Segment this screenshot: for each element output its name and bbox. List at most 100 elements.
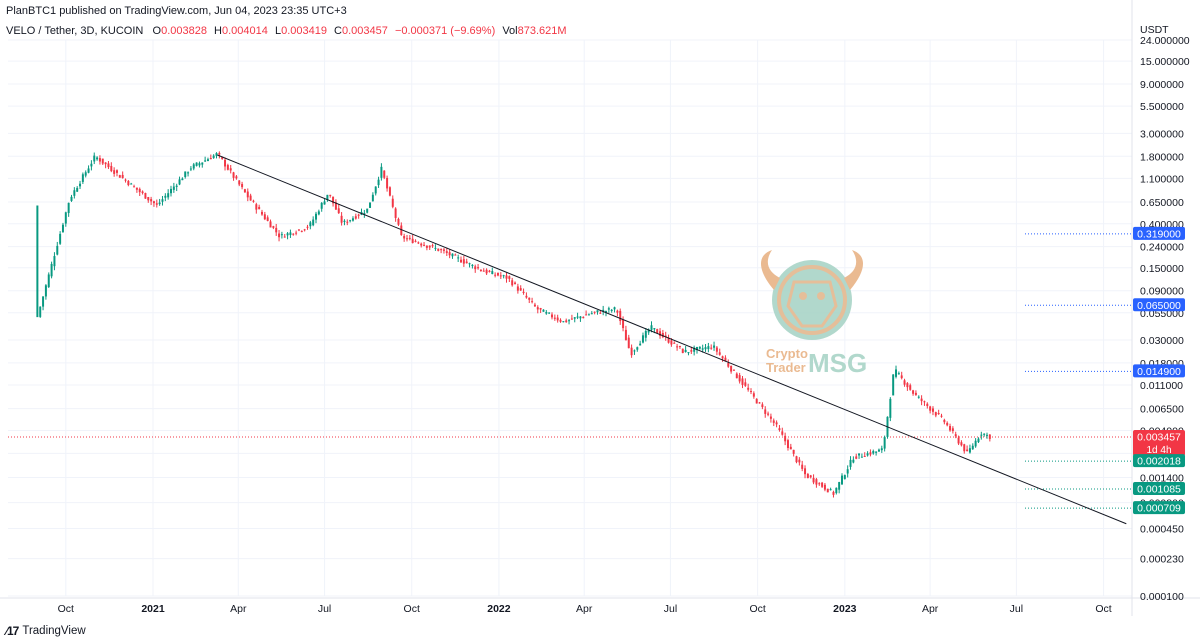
candle-body	[667, 337, 670, 343]
candle-body	[505, 275, 508, 279]
candle-body	[369, 202, 372, 208]
candle-body	[602, 309, 605, 312]
candle-body	[829, 489, 832, 491]
candle-body	[897, 373, 900, 375]
y-tick-label: 24.000000	[1140, 35, 1190, 47]
candle-body	[474, 266, 477, 270]
candle-body	[966, 449, 969, 451]
candle-body	[858, 453, 861, 456]
candle-body	[488, 270, 491, 272]
x-axis: Oct 2021 Apr Jul Oct 2022 Apr Jul Oct 2023 Apr Jul O…	[0, 597, 1200, 615]
watermark-horn-left	[760, 250, 780, 290]
y-tick-label: 1.800000	[1140, 151, 1184, 163]
candle-body	[113, 170, 116, 174]
candle-body	[414, 240, 417, 242]
candle-body	[539, 308, 542, 310]
candle-body	[627, 337, 630, 349]
candle-body	[846, 469, 849, 474]
candle-body	[818, 483, 821, 485]
candle-body	[121, 174, 124, 179]
candle-body	[550, 314, 553, 318]
candle-body	[607, 308, 610, 310]
candle-body	[104, 162, 107, 165]
y-tick-label: 0.006500	[1140, 404, 1184, 416]
candle-body	[110, 165, 113, 172]
price-label-text: 0.319000	[1137, 228, 1181, 240]
price-label-text: 0.065000	[1137, 300, 1181, 312]
candle-body	[806, 473, 809, 478]
candle-body	[351, 218, 354, 221]
high-value: 0.004014	[222, 25, 268, 37]
candle-body	[417, 242, 420, 244]
candle-body	[115, 170, 118, 173]
candle-body	[272, 226, 275, 228]
candle-body	[949, 426, 952, 431]
candle-body	[767, 413, 770, 415]
candle-body	[315, 213, 318, 220]
x-tick-label: 2022	[487, 603, 511, 615]
candle-body	[485, 269, 488, 274]
candle-body	[212, 155, 215, 158]
candle-body	[437, 248, 440, 251]
candle-body	[380, 166, 383, 178]
symbol-name[interactable]: VELO / Tether, 3D, KUCOIN	[6, 25, 144, 37]
candle-body	[170, 188, 173, 194]
y-tick-label: 0.001400	[1140, 473, 1184, 485]
candle-body	[374, 186, 377, 194]
candle-body	[812, 477, 815, 483]
candle-body	[394, 208, 397, 218]
candle-body	[988, 434, 991, 439]
volume-value: 873.621M	[517, 25, 567, 37]
candle-body	[596, 310, 599, 313]
price-unit: USDT	[1140, 24, 1169, 36]
candle-body	[516, 286, 519, 291]
candle-body	[801, 464, 804, 469]
candle-body	[710, 347, 713, 349]
candle-body	[926, 403, 929, 407]
candle-body	[843, 475, 846, 479]
candle-body	[880, 448, 883, 451]
candle-body	[161, 199, 164, 202]
y-tick-label: 3.000000	[1140, 128, 1184, 140]
candle-body	[792, 449, 795, 454]
y-tick-label: 9.000000	[1140, 79, 1184, 91]
candle-body	[300, 230, 303, 232]
candle-body	[585, 314, 588, 316]
y-tick-label: 0.150000	[1140, 263, 1184, 275]
candle-body	[158, 202, 161, 205]
candle-body	[243, 189, 246, 193]
candle-body	[531, 301, 534, 303]
candle-body	[593, 311, 596, 313]
candle-body	[226, 165, 229, 170]
candle-body	[181, 178, 184, 181]
y-tick-label: 0.090000	[1140, 286, 1184, 298]
y-tick-label: 0.011000	[1140, 380, 1183, 392]
x-tick-label: Apr	[922, 603, 939, 615]
candle-body	[838, 482, 841, 490]
candle-body	[241, 184, 244, 188]
candle-body	[764, 409, 767, 414]
watermark-brand: MSG	[808, 348, 867, 378]
candle-body	[172, 186, 175, 190]
candle-body	[135, 187, 138, 190]
candle-body	[863, 455, 866, 457]
candle-body	[900, 375, 903, 379]
candle-body	[673, 342, 676, 344]
candle-body	[659, 331, 662, 336]
candle-body	[724, 357, 727, 362]
candle-body	[266, 217, 269, 221]
tradingview-brand[interactable]: ⁄17 TradingView	[6, 624, 86, 638]
candle-body	[619, 310, 622, 322]
candle-body	[946, 422, 949, 426]
candle-body	[411, 238, 414, 244]
candle-body	[442, 249, 445, 251]
price-label-box	[1133, 481, 1185, 495]
candle-body	[317, 211, 320, 215]
candle-body	[76, 187, 79, 192]
candle-body	[451, 253, 454, 257]
candle-body	[286, 233, 289, 236]
candle-body	[70, 196, 73, 201]
candle-body	[895, 369, 898, 377]
watermark-head	[772, 260, 852, 340]
